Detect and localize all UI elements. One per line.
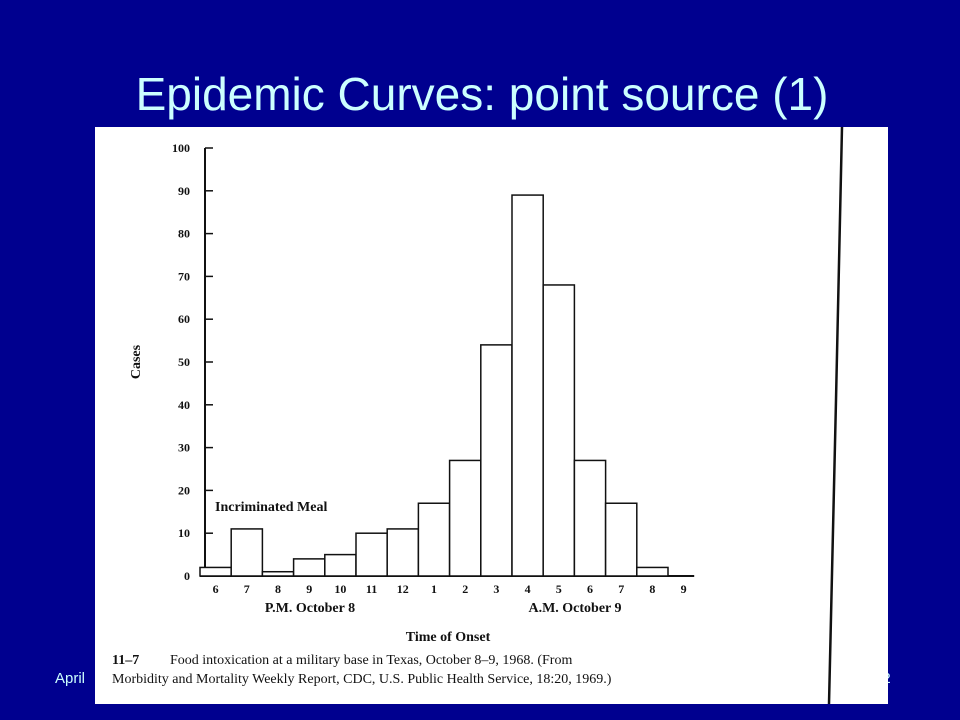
x-tick-label: 9 — [681, 582, 687, 596]
x-tick-label: 7 — [244, 582, 250, 596]
x-tick-label: 6 — [587, 582, 593, 596]
caption-number: 11–7 — [112, 653, 139, 668]
bar — [573, 459, 607, 577]
x-axis-label: Time of Onset — [406, 630, 491, 645]
bar — [355, 532, 388, 577]
bar — [448, 459, 482, 577]
x-tick-label: 11 — [366, 582, 377, 596]
slide-title: Epidemic Curves: point source (1) — [136, 68, 829, 120]
y-tick-label: 60 — [178, 312, 190, 326]
x-tick-label: 4 — [525, 582, 531, 596]
x-tick-label: 3 — [493, 582, 499, 596]
x-tick-label: 2 — [462, 582, 468, 596]
y-tick-label: 80 — [178, 227, 190, 241]
y-tick-label: 30 — [178, 441, 190, 455]
bar — [511, 194, 544, 577]
bar — [199, 566, 232, 577]
bar — [417, 502, 451, 577]
x-tick-label: 5 — [556, 582, 562, 596]
y-axis-label: Cases — [129, 344, 144, 379]
group-label: P.M. October 8 — [265, 601, 355, 616]
bar — [230, 528, 264, 577]
bar — [636, 566, 669, 577]
x-tick-label: 1 — [431, 582, 437, 596]
x-tick-label: 7 — [618, 582, 624, 596]
y-tick-label: 10 — [178, 526, 190, 540]
y-tick-label: 50 — [178, 355, 190, 369]
bar — [604, 502, 638, 577]
group-label: A.M. October 9 — [528, 601, 621, 616]
x-tick-label: 8 — [275, 582, 281, 596]
scan-edge — [827, 126, 844, 705]
bar — [292, 558, 326, 577]
x-tick-label: 10 — [334, 582, 346, 596]
y-tick-label: 70 — [178, 269, 190, 283]
y-tick-label: 100 — [172, 141, 190, 155]
bar — [386, 528, 420, 577]
caption-line: Food intoxication at a military base in … — [170, 653, 572, 668]
annotation: Incriminated Meal — [215, 500, 327, 515]
y-tick-label: 0 — [184, 569, 190, 583]
y-tick-label: 20 — [178, 483, 190, 497]
bar — [324, 553, 357, 577]
y-tick-label: 90 — [178, 184, 190, 198]
bar — [542, 284, 576, 577]
x-tick-label: 6 — [213, 582, 219, 596]
caption-line: Morbidity and Mortality Weekly Report, C… — [112, 672, 612, 687]
x-tick-label: 12 — [397, 582, 409, 596]
x-tick-label: 9 — [306, 582, 312, 596]
bar — [480, 344, 513, 577]
y-tick-label: 40 — [178, 398, 190, 412]
bar — [261, 570, 295, 577]
footer-left: April — [55, 670, 85, 687]
x-tick-label: 8 — [649, 582, 655, 596]
